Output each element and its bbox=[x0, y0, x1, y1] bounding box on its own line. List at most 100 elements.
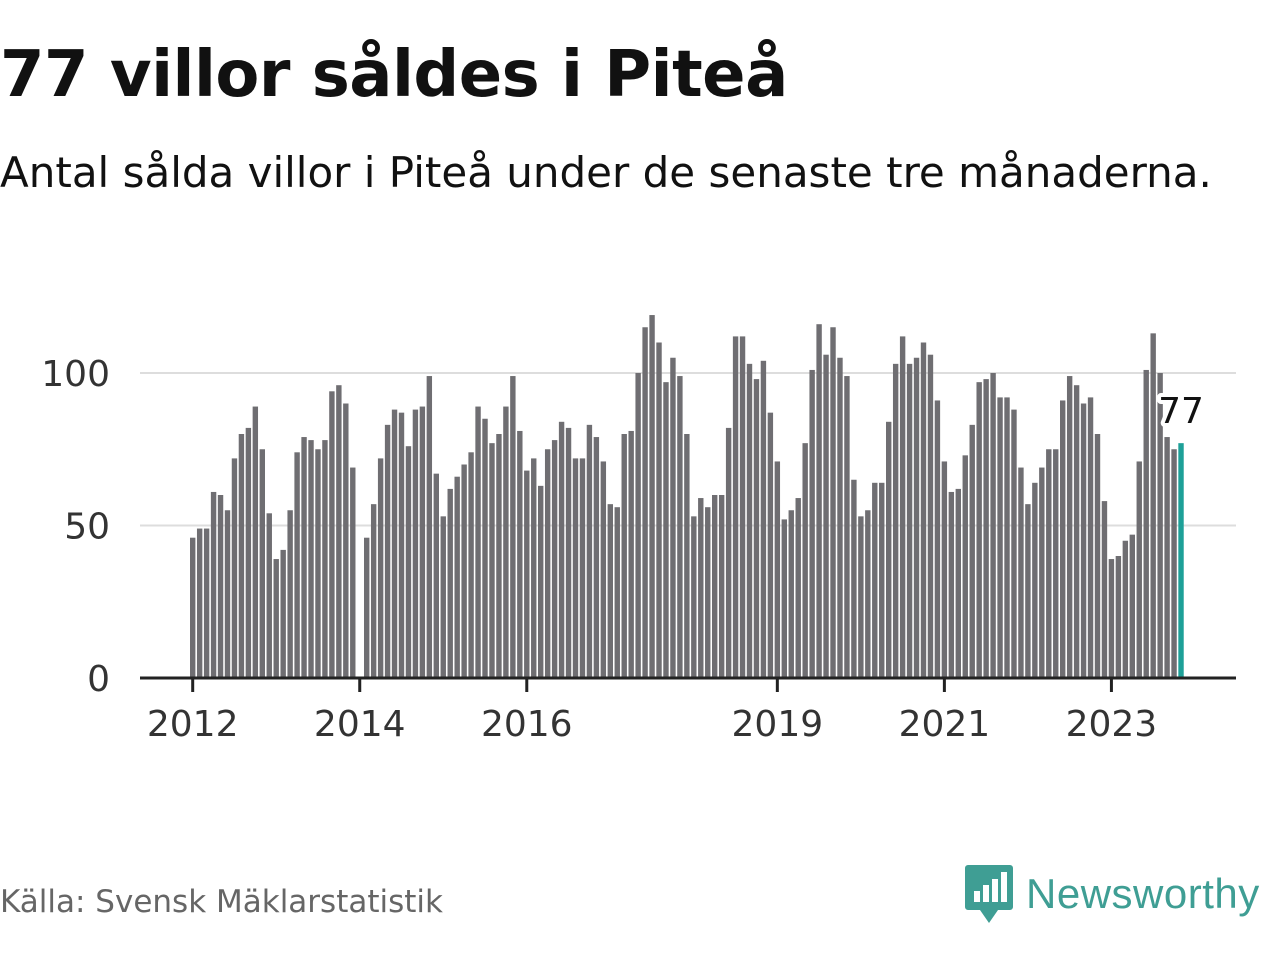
bar bbox=[913, 357, 920, 678]
bar bbox=[1150, 333, 1156, 678]
bar bbox=[586, 424, 593, 678]
bar bbox=[384, 424, 391, 678]
bar bbox=[802, 443, 808, 678]
bar bbox=[1136, 461, 1142, 678]
bar bbox=[196, 528, 203, 678]
bar bbox=[294, 452, 300, 678]
bar bbox=[649, 315, 655, 678]
bar bbox=[670, 357, 676, 678]
y-tick-label: 100 bbox=[41, 354, 110, 395]
bar bbox=[663, 382, 669, 678]
bar bbox=[983, 379, 989, 678]
bar bbox=[1143, 369, 1149, 678]
bar bbox=[851, 479, 857, 678]
newsworthy-logo-icon bbox=[965, 865, 1013, 923]
bar bbox=[405, 446, 412, 678]
bar bbox=[231, 458, 238, 678]
bar bbox=[454, 476, 460, 678]
bar bbox=[684, 434, 690, 678]
bar bbox=[273, 559, 279, 678]
bar bbox=[865, 510, 871, 678]
bar bbox=[872, 482, 878, 678]
bar bbox=[899, 336, 906, 678]
bar bbox=[732, 336, 739, 678]
bar bbox=[677, 376, 683, 678]
bar bbox=[906, 363, 913, 678]
bar bbox=[1157, 373, 1163, 678]
x-tick-label: 2019 bbox=[732, 704, 824, 745]
bar bbox=[593, 437, 600, 678]
bar bbox=[1046, 449, 1052, 678]
bar bbox=[461, 464, 467, 678]
bar bbox=[809, 369, 815, 678]
bar bbox=[426, 376, 433, 678]
bar bbox=[544, 449, 551, 678]
bar bbox=[1108, 559, 1115, 678]
bar bbox=[788, 510, 794, 678]
bar bbox=[976, 382, 982, 678]
bar bbox=[725, 427, 732, 678]
bar bbox=[1025, 504, 1031, 678]
bar bbox=[607, 504, 613, 678]
bar bbox=[705, 507, 711, 678]
bar bbox=[579, 458, 586, 678]
bar bbox=[468, 452, 474, 678]
x-tick-label: 2014 bbox=[314, 704, 406, 745]
bar bbox=[1080, 403, 1087, 678]
x-tick-label: 2012 bbox=[147, 704, 239, 745]
bar bbox=[892, 363, 899, 678]
bar bbox=[969, 424, 975, 678]
bar bbox=[1004, 397, 1010, 678]
bar bbox=[990, 373, 996, 678]
bar bbox=[322, 440, 328, 678]
bar bbox=[475, 406, 481, 678]
bar bbox=[1164, 437, 1170, 678]
bar bbox=[753, 379, 760, 678]
bar bbox=[238, 434, 245, 678]
bar bbox=[886, 421, 892, 678]
bar bbox=[614, 507, 620, 678]
bar bbox=[391, 409, 398, 678]
bar bbox=[858, 516, 864, 678]
bar bbox=[1066, 376, 1073, 678]
x-tick-label: 2023 bbox=[1066, 704, 1158, 745]
x-tick-label: 2016 bbox=[481, 704, 573, 745]
bar bbox=[1032, 482, 1038, 678]
bar bbox=[781, 519, 787, 678]
y-tick-label: 50 bbox=[64, 507, 110, 548]
bar bbox=[698, 498, 704, 678]
highlight-data-label: 77 bbox=[1158, 391, 1204, 432]
bar bbox=[635, 373, 641, 678]
bar bbox=[301, 437, 307, 678]
y-tick-label: 0 bbox=[87, 659, 110, 700]
bar bbox=[440, 516, 446, 678]
brand-name: Newsworthy bbox=[1026, 870, 1260, 917]
bar bbox=[558, 421, 565, 678]
bar bbox=[1011, 409, 1017, 678]
bar bbox=[739, 336, 746, 678]
bar bbox=[350, 467, 356, 678]
bar bbox=[364, 537, 370, 678]
bar bbox=[489, 443, 495, 678]
bar bbox=[941, 461, 948, 678]
bar bbox=[517, 430, 523, 678]
bar bbox=[308, 440, 314, 678]
bar bbox=[538, 485, 544, 678]
bar bbox=[377, 458, 384, 678]
source-note: Källa: Svensk Mäklarstatistik bbox=[0, 884, 443, 920]
brand-logo[interactable]: Newsworthy bbox=[964, 862, 1260, 926]
chart-subtitle: Antal sålda villor i Piteå under de sena… bbox=[0, 148, 1212, 197]
bar bbox=[600, 461, 607, 678]
bar bbox=[1087, 397, 1094, 678]
bar bbox=[210, 491, 217, 678]
bar bbox=[496, 434, 502, 678]
bar bbox=[718, 495, 725, 678]
bar bbox=[760, 360, 767, 678]
bar bbox=[398, 412, 405, 678]
bar bbox=[1018, 467, 1024, 678]
bar bbox=[1094, 434, 1101, 678]
bar bbox=[844, 376, 850, 678]
bar bbox=[217, 495, 224, 678]
bar bbox=[510, 376, 516, 678]
bar-highlight bbox=[1178, 443, 1184, 678]
